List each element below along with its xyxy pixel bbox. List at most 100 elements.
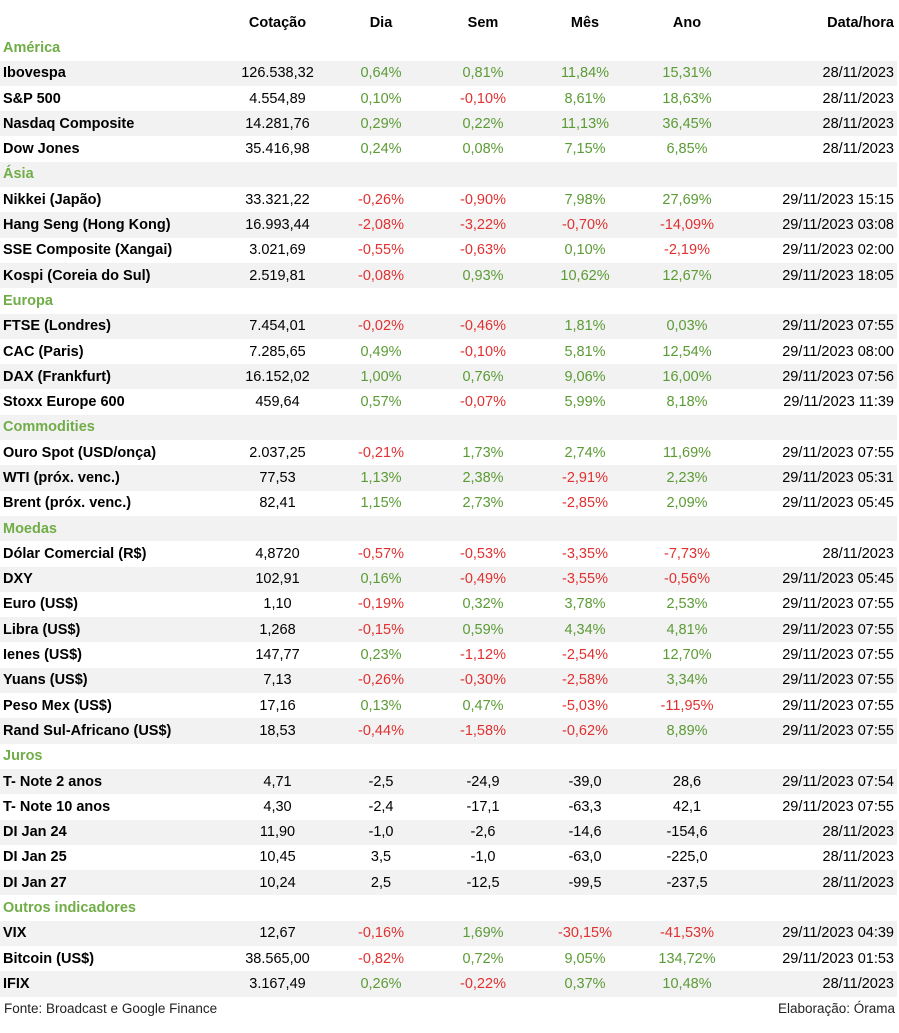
cell: 10,45 — [259, 849, 296, 866]
cell: -14,6 — [568, 824, 602, 841]
cell: 4,71 — [263, 773, 292, 790]
header-cell: Data/hora — [827, 14, 894, 31]
cell: 5,81% — [564, 343, 606, 360]
cell: 10,62% — [560, 267, 610, 284]
cell: 27,69% — [662, 191, 712, 208]
data-row: Libra (US$) 1,268 -0,15% 0,59% 4,34% 4,81% 29/… — [0, 617, 897, 643]
cell: -2,91% — [562, 469, 608, 486]
cell: 6,85% — [666, 141, 708, 158]
cell: 2,09% — [666, 495, 708, 512]
row-label: IFIX — [3, 975, 30, 992]
cell: 9,06% — [564, 368, 606, 385]
cell: 0,57% — [360, 394, 402, 411]
cell: -2,85% — [562, 495, 608, 512]
cell: 1,10 — [263, 596, 292, 613]
cell: -39,0 — [568, 773, 602, 790]
cell: 82,41 — [259, 495, 296, 512]
cell: -2,19% — [664, 242, 710, 259]
cell: -1,0 — [368, 824, 394, 841]
cell: 1,268 — [259, 621, 296, 638]
row-label: DXY — [3, 571, 33, 588]
cell: 16,00% — [662, 368, 712, 385]
cell: 29/11/2023 07:55 — [782, 798, 894, 815]
cell: 2.037,25 — [249, 444, 306, 461]
quotes-table: Cotação Dia Sem Mês Ano Data/hora América Ibov… — [0, 10, 897, 997]
cell: 0,08% — [462, 141, 504, 158]
cell: 1,81% — [564, 318, 606, 335]
cell: -0,53% — [460, 545, 506, 562]
cell: -2,6 — [470, 824, 496, 841]
cell: 29/11/2023 07:55 — [782, 444, 894, 461]
cell: 28/11/2023 — [822, 90, 895, 107]
cell: -0,10% — [460, 343, 506, 360]
row-label: Dow Jones — [3, 141, 80, 158]
cell: 459,64 — [255, 394, 300, 411]
cell: 2,5 — [370, 874, 392, 891]
cell: 29/11/2023 07:54 — [782, 773, 894, 790]
cell: 2,74% — [564, 444, 606, 461]
row-label: DI Jan 24 — [3, 824, 67, 841]
header-cell: Sem — [467, 14, 499, 31]
cell: -0,46% — [460, 318, 506, 335]
cell: 0,24% — [360, 141, 402, 158]
header-cell: Ano — [672, 14, 702, 31]
cell: 0,13% — [360, 697, 402, 714]
cell: 134,72% — [658, 950, 716, 967]
row-label: Libra (US$) — [3, 621, 81, 638]
cell: 0,47% — [462, 697, 504, 714]
cell: 33.321,22 — [245, 191, 310, 208]
cell: 12,70% — [662, 647, 712, 664]
section-row: Ásia — [0, 161, 897, 188]
row-label: T- Note 10 anos — [3, 798, 111, 815]
cell: -41,53% — [659, 925, 714, 942]
cell: -1,12% — [460, 647, 506, 664]
cell: 0,26% — [360, 975, 402, 992]
cell: -12,5 — [466, 874, 500, 891]
data-row: DAX (Frankfurt) 16.152,02 1,00% 0,76% 9,06% 1… — [0, 364, 897, 390]
cell: 4,30 — [263, 798, 292, 815]
data-row: Euro (US$) 1,10 -0,19% 0,32% 3,78% 2,53% 29/11… — [0, 592, 897, 617]
cell: 0,23% — [360, 647, 402, 664]
data-row: SSE Composite (Xangai) 3.021,69 -0,55% -0,6… — [0, 238, 897, 263]
cell: 11,84% — [560, 65, 610, 82]
row-label: WTI (próx. venc.) — [3, 469, 120, 486]
cell: 126.538,32 — [241, 65, 314, 82]
cell: 0,49% — [360, 343, 402, 360]
cell: 7.454,01 — [249, 318, 306, 335]
section-row: Juros — [0, 744, 897, 769]
cell: 10,48% — [662, 975, 712, 992]
cell: -2,54% — [562, 647, 608, 664]
cell: -0,07% — [460, 394, 506, 411]
cell: 29/11/2023 01:53 — [782, 950, 894, 967]
row-label: Dólar Comercial (R$) — [3, 545, 147, 562]
cell: 29/11/2023 08:00 — [782, 343, 894, 360]
cell: 29/11/2023 03:08 — [782, 217, 894, 234]
cell: 16.993,44 — [245, 217, 310, 234]
cell: 28/11/2023 — [822, 975, 895, 992]
data-row: Ienes (US$) 147,77 0,23% -1,12% -2,54% 12,70%… — [0, 642, 897, 667]
data-row: WTI (próx. venc.) 77,53 1,13% 2,38% -2,91% 2,… — [0, 465, 897, 491]
cell: 29/11/2023 07:55 — [782, 697, 894, 714]
cell: 11,13% — [560, 115, 610, 132]
cell: 0,76% — [462, 368, 504, 385]
cell: 28/11/2023 — [822, 65, 895, 82]
cell: 29/11/2023 07:55 — [782, 647, 894, 664]
data-row: Nasdaq Composite 14.281,76 0,29% 0,22% 11,13… — [0, 111, 897, 137]
row-label: Nasdaq Composite — [3, 115, 135, 132]
cell: -237,5 — [666, 874, 708, 891]
cell: 2,73% — [462, 495, 504, 512]
data-row: Hang Seng (Hong Kong) 16.993,44 -2,08% -3,2… — [0, 212, 897, 238]
data-row: Peso Mex (US$) 17,16 0,13% 0,47% -5,03% -11,9… — [0, 693, 897, 718]
cell: 29/11/2023 05:31 — [782, 469, 894, 486]
cell: -99,5 — [568, 874, 602, 891]
cell: 29/11/2023 07:55 — [782, 722, 894, 739]
page: Cotação Dia Sem Mês Ano Data/hora América Ibov… — [0, 10, 899, 1033]
cell: -11,95% — [660, 697, 714, 714]
cell: 3.167,49 — [249, 975, 306, 992]
section-title: Europa — [3, 292, 53, 309]
cell: -2,08% — [358, 217, 404, 234]
cell: -3,35% — [562, 545, 608, 562]
cell: -0,15% — [358, 621, 404, 638]
cell: 29/11/2023 04:39 — [782, 925, 894, 942]
cell: 16.152,02 — [245, 368, 310, 385]
